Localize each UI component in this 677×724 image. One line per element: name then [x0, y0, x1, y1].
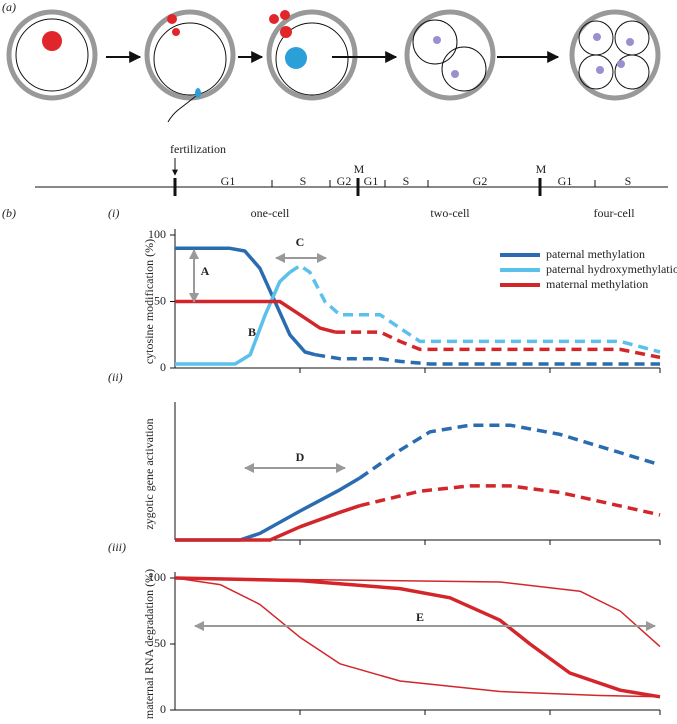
phase-label: M [354, 162, 365, 176]
timeline [35, 158, 668, 196]
y-tick-label: 0 [160, 360, 166, 374]
phase-label: G2 [473, 174, 488, 188]
data-line [175, 299, 336, 334]
annotation: D [296, 450, 305, 464]
phase-label: S [300, 174, 307, 188]
phase-label: S [625, 174, 632, 188]
y-tick-label: 100 [148, 570, 166, 584]
data-line [175, 476, 361, 542]
y-tick-label: 50 [154, 636, 166, 650]
phase-label: G1 [364, 174, 379, 188]
annotation: E [416, 610, 424, 624]
panel-label: (b) [2, 206, 16, 220]
data-line [174, 577, 661, 698]
panel-label: (i) [108, 206, 119, 220]
y-tick-label: 100 [148, 227, 166, 241]
cell-diagram [6, 9, 661, 123]
event-label: fertilization [170, 142, 226, 156]
stage-label: one-cell [251, 206, 290, 220]
phase-label: G1 [221, 174, 236, 188]
stage-label: two-cell [430, 206, 470, 220]
y-tick-label: 0 [160, 702, 166, 716]
annotation: B [248, 325, 256, 339]
y-axis-label: zygotic gene activation [142, 418, 156, 529]
legend-label: paternal methylation [546, 247, 645, 261]
data-line [175, 270, 292, 366]
data-line [358, 423, 661, 480]
panel-label: (ii) [108, 370, 123, 384]
y-tick-label: 50 [154, 293, 166, 307]
panel-label: (a) [2, 0, 16, 14]
annotation: C [296, 235, 305, 249]
stage-label: four-cell [593, 206, 635, 220]
phase-label: M [536, 162, 547, 176]
phase-label: G1 [558, 174, 573, 188]
phase-label: G2 [337, 174, 352, 188]
legend-label: paternal hydroxymethylation [546, 262, 677, 276]
data-line [175, 246, 316, 357]
panel-label: (iii) [108, 540, 126, 554]
data-line [174, 576, 661, 699]
data-line [314, 352, 660, 366]
data-line [335, 330, 661, 360]
data-line [175, 504, 361, 542]
annotation: A [201, 264, 210, 278]
y-axis-label: cytosine modification (%) [142, 239, 156, 364]
data-line [288, 263, 661, 354]
phase-label: S [403, 174, 410, 188]
legend-label: maternal methylation [546, 277, 648, 291]
data-line [359, 484, 661, 517]
y-axis-label: maternal RNA degradation (%) [142, 569, 156, 719]
